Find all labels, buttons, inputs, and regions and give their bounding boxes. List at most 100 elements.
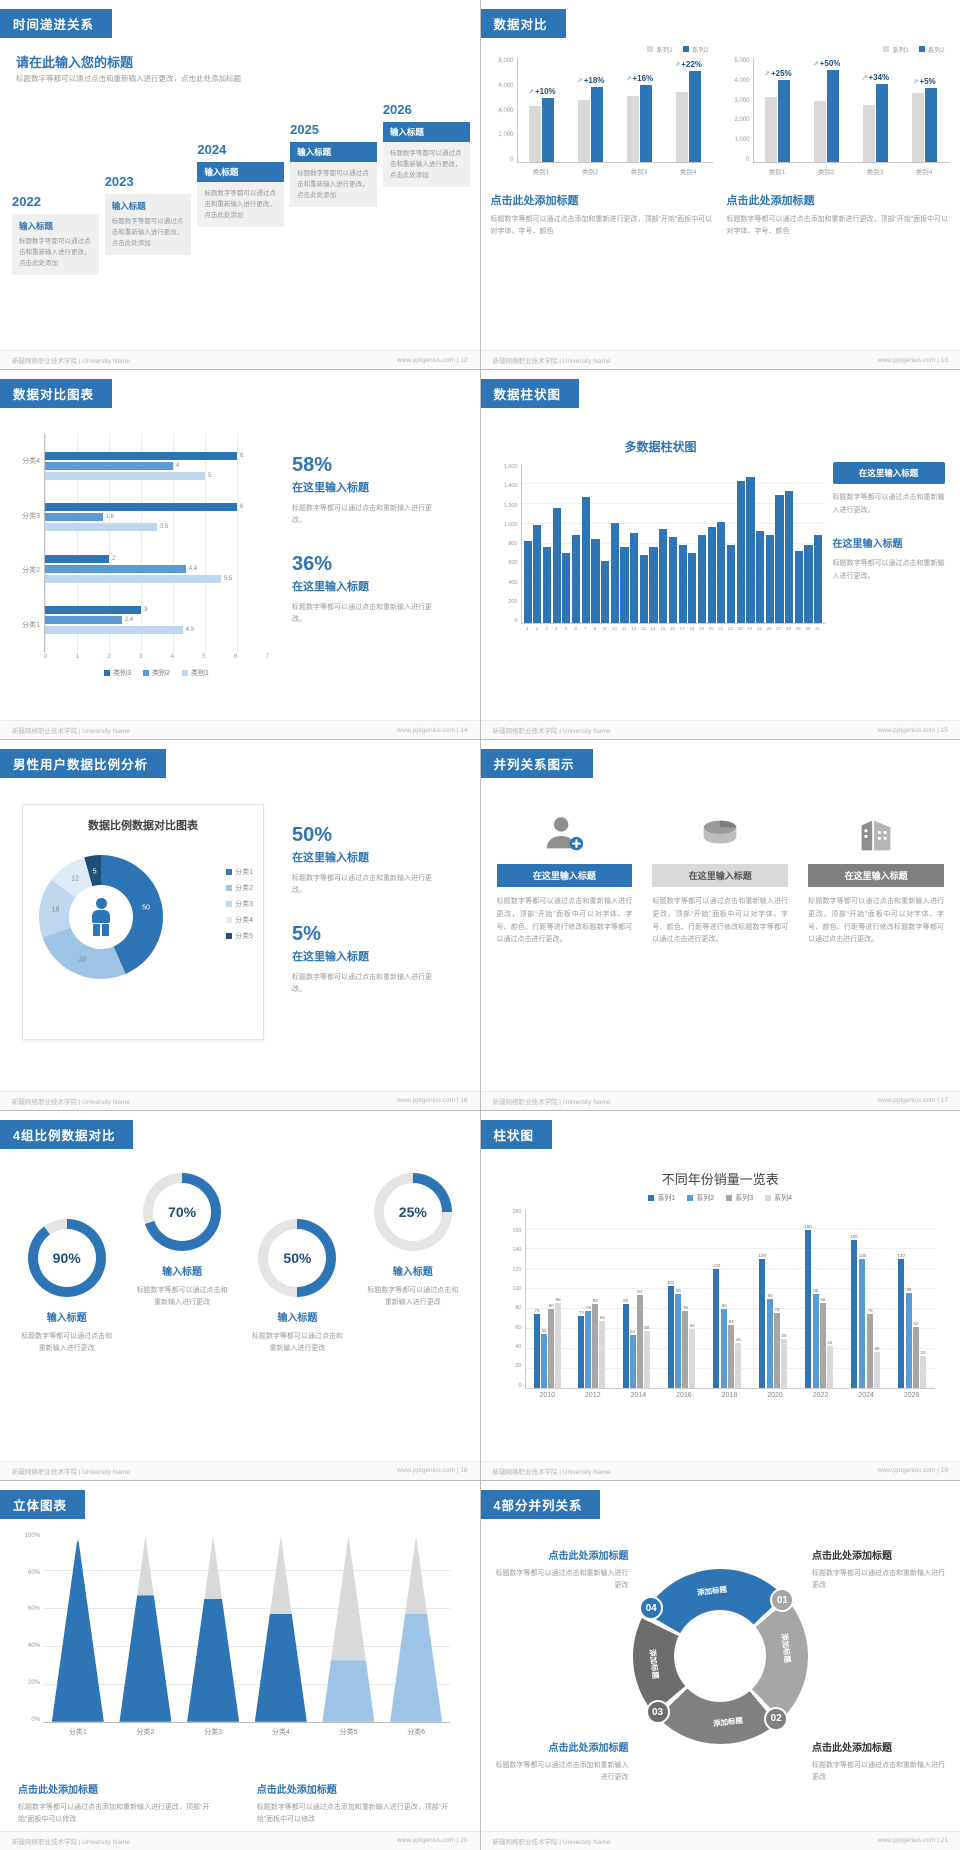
segment-value: 5 <box>92 868 97 876</box>
y-tick: 400 <box>508 579 518 586</box>
slide-21[interactable]: 4部分并列关系 添加标题 添加标题 添加标题 添加标题 01 02 03 04 点击此处添加标… <box>480 1480 960 1850</box>
bar <box>599 1320 606 1388</box>
y-tick: 2,000 <box>734 117 750 124</box>
bar-column: 80 <box>721 1303 728 1388</box>
bar-line: 4 <box>45 461 269 470</box>
card-heading: 数据比例数据对比图表 <box>88 820 198 833</box>
slide-12[interactable]: 时间递进关系 请在此输入您的标题 标题数字等都可以通过点击和重新输入进行更改，点… <box>0 0 480 370</box>
timeline-card-title: 输入标题 <box>111 201 146 211</box>
x-label: 分类5 <box>339 1728 358 1736</box>
y-tick: 160 <box>512 1227 522 1234</box>
ring-item: 70% 输入标题 标题数字等都可以通过点击和重新输入进行更改 <box>129 1172 234 1356</box>
x-label: 2014 <box>630 1391 647 1399</box>
cone-chart: 100% 80% 60% 40% 20% 0% 分类1 分类2 分类3 分类4 分类5 分类6 <box>18 1532 450 1737</box>
chart-legend: 系列1 系列2 <box>491 44 713 54</box>
value-label: 130 <box>758 1252 766 1258</box>
bar <box>819 1302 826 1388</box>
bar-column: 103 <box>667 1280 674 1388</box>
percent-label: ↗+34% <box>862 73 890 82</box>
ring-percent: 25% <box>398 1203 427 1220</box>
y-tick: 1,600 <box>503 464 518 471</box>
stat-percent: 58% <box>292 454 333 477</box>
chart-legend: 类别3 类别2 类别1 <box>44 668 269 678</box>
ring-heading: 输入标题 <box>277 1312 318 1324</box>
bar <box>767 1298 773 1388</box>
timeline-card: 输入标题 标题数字等都可以通过点击和重新输入进行更改，点击此处添加 <box>104 194 192 256</box>
arrow-up-icon: ↗ <box>912 79 919 86</box>
x-label: 类别1 <box>768 169 786 176</box>
bar <box>45 606 141 615</box>
slide-17[interactable]: 并列关系图示 在这里输入标题 标题数字等都可以通过点击和重新输入进行更改，顶部“… <box>480 740 960 1110</box>
value-label: 85 <box>592 1297 598 1303</box>
series1-bar <box>578 100 591 162</box>
bar <box>601 561 610 624</box>
ring-percent: 90% <box>52 1249 81 1266</box>
slide-footer: 新疆网络职业技术学院 | University Name www.pptgeni… <box>480 350 960 370</box>
donut-legend: 分类1 分类2 分类3 分类4 分类5 <box>226 867 253 941</box>
text-block: 点击此处添加标题 标题数字等都可以通过点击添加和重新输入进行更改，顶部“开始”面… <box>18 1781 223 1826</box>
bar-line: 5 <box>45 471 269 480</box>
bar <box>610 523 619 624</box>
slide-14[interactable]: 数据对比图表 分类4 分类3 分类2 分类1 6 4 5 6 1.8 3.5 2 4.4 5.5 3 2.4… <box>0 370 480 740</box>
x-label: 分类4 <box>271 1728 290 1736</box>
value-label: 130 <box>858 1252 867 1258</box>
bar-column: 86 <box>555 1297 562 1388</box>
bar <box>775 495 784 624</box>
segment-number: 04 <box>639 1596 664 1621</box>
bar <box>562 553 571 624</box>
slide-13[interactable]: 数据对比 系列1 系列2 8,000 6,000 4,000 2,000 0 ↗+10% ↗… <box>480 0 960 370</box>
series1-bar <box>862 105 875 162</box>
column-heading: 在这里输入标题 <box>496 864 633 888</box>
x-label: 5 <box>564 626 568 632</box>
column-item: 在这里输入标题 标题数字等都可以通过点击和重新输入进行更改，顶部“开始”面板中可… <box>496 806 633 946</box>
block-body: 标题数字等都可以通过点击和重新输入进行更改。 <box>832 560 945 580</box>
bar <box>675 1293 682 1388</box>
value-label: 62 <box>913 1320 919 1326</box>
ring-heading: 输入标题 <box>46 1312 87 1324</box>
y-tick: 80 <box>515 1305 522 1312</box>
cone <box>254 1535 307 1722</box>
section-heading: 请在此输入您的标题 <box>16 55 134 70</box>
bar <box>571 535 581 624</box>
slide-20[interactable]: 立体图表 100% 80% 60% 40% 20% 0% 分类1 分类2 分类3 分类4 分类5 分类… <box>0 1480 480 1850</box>
percent-label: ↗+16% <box>626 74 654 83</box>
bar-column: 78 <box>682 1305 689 1388</box>
ring-item: 25% 输入标题 标题数字等都可以通过点击和重新输入进行更改 <box>360 1172 465 1356</box>
value-label: 54 <box>630 1328 636 1334</box>
x-label: 6 <box>574 626 577 632</box>
bar <box>630 533 639 624</box>
y-axis: 180 160 140 120 100 80 60 40 20 0 <box>505 1209 525 1389</box>
slide-15[interactable]: 数据柱状图 多数据柱状图 1,600 1,400 1,200 1,000 800 600 4… <box>480 370 960 740</box>
legend-label: 分类1 <box>235 869 253 877</box>
percent-label: ↗+25% <box>764 69 792 78</box>
bars <box>862 84 888 162</box>
bar-group: ↗+22% <box>667 60 709 162</box>
value-label: 120 <box>712 1262 721 1268</box>
x-label: 31 <box>814 626 820 632</box>
block-heading: 点击此处添加标题 <box>256 1784 337 1796</box>
bar-line: 2 <box>45 554 269 563</box>
slide-18[interactable]: 4组比例数据对比 90% 输入标题 标题数字等都可以通过点击和重新输入进行更改 … <box>0 1110 480 1480</box>
value-label: 4.3 <box>185 627 194 634</box>
x-label: 分类2 <box>136 1728 155 1736</box>
y-tick: 60% <box>27 1606 40 1613</box>
slide-19[interactable]: 柱状图 不同年份销量一览表 系列1 系列2 系列3 系列4 180 160 140 120 1… <box>480 1110 960 1480</box>
value-label: 4 <box>176 462 180 469</box>
x-label: 9 <box>603 626 606 632</box>
slide-16[interactable]: 男性用户数据比例分析 数据比例数据对比图表 50 30 18 12 5 分类1 分类2 分类… <box>0 740 480 1110</box>
category-label: 分类1 <box>22 621 40 629</box>
series2-bar <box>591 87 604 162</box>
series2-bar <box>688 71 701 162</box>
legend-swatch <box>226 869 233 876</box>
bar <box>678 545 687 624</box>
text-block: 点击此处添加标题 标题数字等都可以通过点击添加和重新输入进行更改，顶部“开始”面… <box>257 1781 462 1826</box>
bar-group: 130 96 62 32 <box>897 1253 926 1388</box>
progress-ring: 25% <box>373 1172 452 1251</box>
y-tick: 1,000 <box>503 521 518 528</box>
bar-column: 86 <box>819 1297 826 1388</box>
x-tick: 7 <box>265 654 269 661</box>
arrow-up-icon: ↗ <box>576 78 583 85</box>
x-label: 25 <box>756 626 762 632</box>
block-heading: 点击此处添加标题 <box>548 1742 629 1754</box>
timeline-item: 2026 输入标题 标题数字等都可以通过点击和重新输入进行更改，点击此处添加 <box>382 102 470 345</box>
